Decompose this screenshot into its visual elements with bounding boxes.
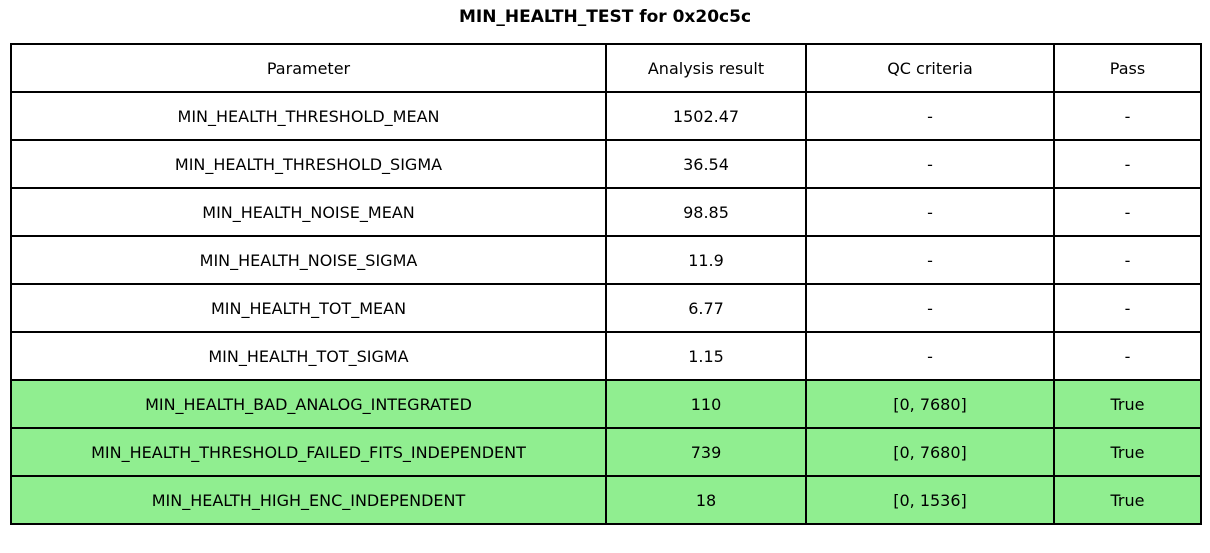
table-header-row: Parameter Analysis result QC criteria Pa… [10, 43, 1202, 93]
table-row: MIN_HEALTH_TOT_SIGMA 1.15- - [10, 331, 1202, 381]
col-header-qc-criteria: QC criteria [805, 43, 1055, 93]
table-row: MIN_HEALTH_NOISE_SIGMA 11.9- - [10, 235, 1202, 285]
cell-analysis-result: 98.85 [605, 187, 807, 237]
table-body: MIN_HEALTH_THRESHOLD_MEAN 1502.47- - MIN_HE… [10, 91, 1202, 525]
cell-analysis-result: 110 [605, 379, 807, 429]
page-title: MIN_HEALTH_TEST for 0x20c5c [458, 7, 752, 27]
cell-qc-criteria: - [805, 235, 1055, 285]
cell-pass: True [1053, 427, 1202, 477]
cell-pass: - [1053, 91, 1202, 141]
table-row: MIN_HEALTH_HIGH_ENC_INDEPENDENT 18 [0, 153… [10, 475, 1202, 525]
cell-qc-criteria: - [805, 91, 1055, 141]
col-header-analysis-result: Analysis result [605, 43, 807, 93]
cell-analysis-result: 1502.47 [605, 91, 807, 141]
cell-parameter: MIN_HEALTH_HIGH_ENC_INDEPENDENT [10, 475, 607, 525]
cell-analysis-result: 1.15 [605, 331, 807, 381]
cell-parameter: MIN_HEALTH_NOISE_SIGMA [10, 235, 607, 285]
cell-pass: True [1053, 475, 1202, 525]
cell-pass: - [1053, 187, 1202, 237]
cell-parameter: MIN_HEALTH_TOT_MEAN [10, 283, 607, 333]
table-row: MIN_HEALTH_THRESHOLD_FAILED_FITS_INDEPEN… [10, 427, 1202, 477]
cell-pass: - [1053, 331, 1202, 381]
cell-qc-criteria: - [805, 139, 1055, 189]
cell-parameter: MIN_HEALTH_TOT_SIGMA [10, 331, 607, 381]
cell-qc-criteria: - [805, 283, 1055, 333]
cell-parameter: MIN_HEALTH_NOISE_MEAN [10, 187, 607, 237]
cell-qc-criteria: - [805, 331, 1055, 381]
cell-analysis-result: 6.77 [605, 283, 807, 333]
cell-parameter: MIN_HEALTH_THRESHOLD_SIGMA [10, 139, 607, 189]
cell-qc-criteria: [0, 7680] [805, 379, 1055, 429]
table-row: MIN_HEALTH_BAD_ANALOG_INTEGRATED 110 [0, 7… [10, 379, 1202, 429]
cell-analysis-result: 36.54 [605, 139, 807, 189]
cell-parameter: MIN_HEALTH_THRESHOLD_MEAN [10, 91, 607, 141]
table-row: MIN_HEALTH_THRESHOLD_SIGMA 36.54- - [10, 139, 1202, 189]
table-row: MIN_HEALTH_TOT_MEAN 6.77- - [10, 283, 1202, 333]
cell-qc-criteria: [0, 7680] [805, 427, 1055, 477]
col-header-pass: Pass [1053, 43, 1202, 93]
cell-parameter: MIN_HEALTH_BAD_ANALOG_INTEGRATED [10, 379, 607, 429]
cell-pass: - [1053, 283, 1202, 333]
cell-parameter: MIN_HEALTH_THRESHOLD_FAILED_FITS_INDEPEN… [10, 427, 607, 477]
cell-qc-criteria: [0, 1536] [805, 475, 1055, 525]
qc-results-table: Parameter Analysis result QC criteria Pa… [10, 43, 1202, 525]
cell-pass: - [1053, 139, 1202, 189]
col-header-parameter: Parameter [10, 43, 607, 93]
table-row: MIN_HEALTH_THRESHOLD_MEAN 1502.47- - [10, 91, 1202, 141]
cell-analysis-result: 739 [605, 427, 807, 477]
cell-pass: - [1053, 235, 1202, 285]
cell-analysis-result: 11.9 [605, 235, 807, 285]
cell-pass: True [1053, 379, 1202, 429]
cell-qc-criteria: - [805, 187, 1055, 237]
table-row: MIN_HEALTH_NOISE_MEAN 98.85- - [10, 187, 1202, 237]
cell-analysis-result: 18 [605, 475, 807, 525]
